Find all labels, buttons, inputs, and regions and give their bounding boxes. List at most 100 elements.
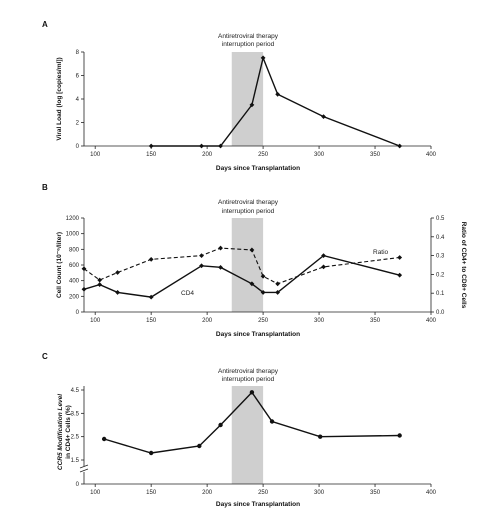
panel-b-y-tick-label-left: 0 xyxy=(76,310,80,316)
panel-b-data xyxy=(81,245,403,300)
panel-b-x-tick-label: 100 xyxy=(90,318,101,324)
panel-b-cd4-point xyxy=(321,253,326,258)
panel-c-y-label-line-2: in CD4+ Cells (%) xyxy=(65,405,72,459)
panel-a-data-point xyxy=(199,143,204,149)
panel-c-x-tick-label: 150 xyxy=(146,490,157,496)
panel-b-y-tick-label-right: 0.4 xyxy=(436,235,445,241)
panel-a-x-tick-label: 250 xyxy=(258,152,269,158)
panel-b-ratio-point xyxy=(199,253,204,258)
panel-c-x-tick-label: 100 xyxy=(90,490,101,496)
panel-b-y-tick-label-right: 0.3 xyxy=(436,254,445,260)
panel-b-cd4-point xyxy=(115,290,120,295)
panel-a-letter: A xyxy=(42,20,48,29)
panel-c-data-point xyxy=(269,419,275,424)
panel-b-ratio-point xyxy=(397,255,403,260)
panel-c: C Antiretroviral therapy interruption pe… xyxy=(42,352,437,508)
panel-c-x-tick-label: 400 xyxy=(426,490,437,496)
panel-c-data-point xyxy=(397,433,402,438)
panel-b-interruption-shade xyxy=(231,218,264,312)
panel-a-data-point xyxy=(321,114,326,120)
panel-c-ticks: 100 150 200 250 300 350 400 0 1.5 2.5 3.5 4.5 xyxy=(71,388,437,496)
panel-c-data-point xyxy=(218,422,223,428)
panel-b-cd4-point xyxy=(275,290,281,295)
panel-b: B Antiretroviral therapy interruption pe… xyxy=(42,183,467,338)
panel-c-annotation-line-2: interruption period xyxy=(222,376,275,383)
panel-a-ticks: 100 150 200 250 300 350 400 0 2 4 6 8 xyxy=(76,50,437,158)
panel-a-data-point xyxy=(249,102,255,108)
panel-a-data-point xyxy=(260,55,266,61)
panel-b-cd4-point xyxy=(148,294,154,300)
panel-c-data-point xyxy=(148,450,154,456)
panel-c-annotation-line-1: Antiretroviral therapy xyxy=(218,368,279,375)
panel-a-annotation-line-1: Antiretroviral therapy xyxy=(218,33,279,40)
panel-a-x-tick-label: 400 xyxy=(426,152,437,158)
panel-b-letter: B xyxy=(42,183,48,192)
panel-b-x-label: Days since Transplantation xyxy=(216,331,300,338)
panel-a-y-tick-label: 0 xyxy=(76,144,80,150)
panel-a: A Antiretroviral therapy interruption pe… xyxy=(42,20,437,172)
panel-c-data-point xyxy=(101,436,107,442)
panel-a-data-point xyxy=(218,143,223,149)
panel-a-x-tick-label: 200 xyxy=(202,152,213,158)
panel-b-cd4-point xyxy=(199,263,204,269)
panel-c-x-tick-label: 200 xyxy=(202,490,213,496)
panel-b-ratio-point xyxy=(260,273,266,279)
panel-b-x-tick-label: 200 xyxy=(202,318,213,324)
panel-b-y-tick-label-right: 0.0 xyxy=(436,310,445,316)
panel-b-x-tick-label: 150 xyxy=(146,318,157,324)
panel-a-data-point xyxy=(275,91,281,97)
panel-c-x-tick-label: 250 xyxy=(258,490,269,496)
panel-b-y-tick-label-right: 0.5 xyxy=(436,216,445,222)
panel-b-ratio-point xyxy=(218,245,223,251)
panel-c-y-tick-label: 2.5 xyxy=(71,435,80,441)
panel-a-x-tick-label: 100 xyxy=(90,152,101,158)
panel-b-ratio-point xyxy=(321,264,326,270)
panel-a-x-tick-label: 300 xyxy=(314,152,325,158)
panel-c-x-tick-label: 300 xyxy=(314,490,325,496)
panel-a-y-tick-label: 8 xyxy=(76,50,80,56)
panel-a-y-label: Viral Load (log [copies/ml]) xyxy=(56,57,63,140)
panel-b-y-tick-label-right: 0.1 xyxy=(436,291,445,297)
panel-c-interruption-shade xyxy=(231,386,264,484)
panel-a-data-point xyxy=(397,143,403,149)
panel-b-x-tick-label: 350 xyxy=(370,318,381,324)
panel-b-y-tick-label-left: 200 xyxy=(69,294,80,300)
panel-c-x-tick-label: 350 xyxy=(370,490,381,496)
panel-a-viral-load-line xyxy=(151,55,400,147)
panel-b-ratio-point xyxy=(148,256,154,262)
panel-c-data-point xyxy=(249,390,255,395)
panel-b-x-tick-label: 300 xyxy=(314,318,325,324)
panel-c-y-tick-label: 0 xyxy=(76,482,80,488)
panel-c-data-point xyxy=(197,443,202,449)
panel-c-y-tick-label: 4.5 xyxy=(71,388,80,394)
panel-b-ratio-point xyxy=(81,266,87,272)
panel-a-y-tick-label: 2 xyxy=(76,121,80,127)
panel-c-y-tick-label: 1.5 xyxy=(71,458,80,464)
panel-b-series-label-ratio: Ratio xyxy=(373,249,389,256)
panel-b-y-label-left: Cell Count (10⁻⁶/liter) xyxy=(56,232,63,298)
panel-b-series-label-cd4: CD4 xyxy=(181,290,194,297)
panel-b-y-tick-label-right: 0.2 xyxy=(436,272,445,278)
panel-b-ratio-point xyxy=(97,277,103,283)
panel-c-data-point xyxy=(317,434,323,439)
panel-b-cd4-point xyxy=(249,281,255,287)
panel-b-cd4-point xyxy=(260,290,266,295)
panel-c-letter: C xyxy=(42,352,48,361)
panel-a-y-tick-label: 6 xyxy=(76,74,80,80)
panel-c-y-label-line-1: CCR5 Modification Level xyxy=(57,394,64,470)
panel-b-y-tick-label-left: 1200 xyxy=(66,216,80,222)
panel-a-data xyxy=(148,55,403,149)
panel-b-ratio-point xyxy=(115,270,120,275)
panel-a-interruption-shade xyxy=(231,52,264,146)
panel-a-x-tick-label: 150 xyxy=(146,152,157,158)
panel-b-ratio-point xyxy=(249,247,255,253)
panel-b-cd4-point xyxy=(97,282,103,287)
panel-a-x-label: Days since Transplantation xyxy=(216,165,300,172)
panel-a-y-tick-label: 4 xyxy=(76,97,80,103)
panel-b-y-tick-label-left: 600 xyxy=(69,263,80,269)
panel-b-ratio-point xyxy=(275,281,281,287)
panel-b-cd4-point xyxy=(218,264,223,270)
panel-a-x-tick-label: 350 xyxy=(370,152,381,158)
panel-b-y-tick-label-left: 1000 xyxy=(66,232,80,238)
